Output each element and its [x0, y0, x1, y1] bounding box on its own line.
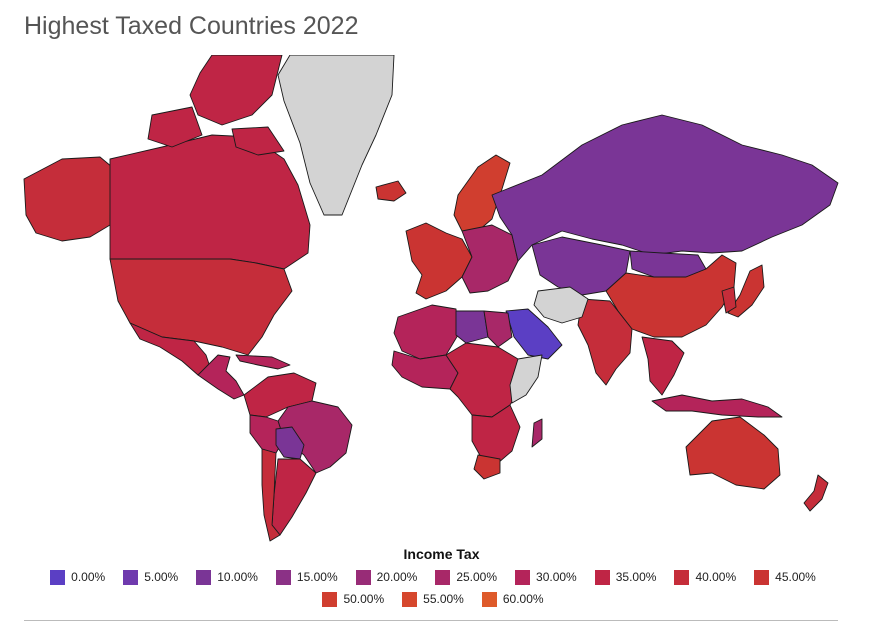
legend-swatch [481, 591, 497, 607]
region-korea[interactable] [721, 286, 737, 314]
legend-label: 0.00% [71, 570, 106, 584]
legend-item[interactable]: 50.00% [322, 591, 384, 607]
legend: 0.00% 5.00% 10.00% 15.00% 20.00% 25.00% 30.00%… [24, 569, 844, 607]
region-libya[interactable] [455, 310, 489, 344]
legend-swatch [674, 569, 690, 585]
region-iran[interactable] [533, 286, 589, 324]
region-south-africa[interactable] [473, 454, 501, 480]
legend-item[interactable]: 20.00% [355, 569, 418, 585]
region-horn-of-africa[interactable] [509, 354, 543, 404]
region-australia[interactable] [685, 416, 781, 490]
legend-item[interactable]: 0.00% [50, 569, 105, 585]
region-argentina[interactable] [271, 458, 317, 536]
region-russia[interactable] [491, 114, 839, 262]
region-usa[interactable] [109, 258, 293, 356]
legend-label: 35.00% [615, 570, 657, 584]
legend-item[interactable]: 40.00% [674, 569, 736, 585]
region-egypt[interactable] [483, 310, 513, 348]
legend-swatch [50, 569, 66, 585]
legend-label: 5.00% [144, 570, 179, 584]
region-indonesia[interactable] [651, 394, 783, 418]
region-japan[interactable] [727, 264, 765, 318]
region-madagascar[interactable] [531, 418, 543, 448]
legend-item[interactable]: 10.00% [196, 569, 258, 585]
region-southern-africa[interactable] [471, 404, 521, 464]
region-eastern-europe[interactable] [461, 224, 519, 294]
legend-swatch [196, 569, 212, 585]
legend-label: 60.00% [502, 592, 544, 606]
legend-label: 40.00% [695, 570, 737, 584]
legend-swatch [515, 569, 531, 585]
legend-swatch [435, 569, 451, 585]
world-map [23, 55, 839, 542]
legend-label: 55.00% [423, 592, 464, 606]
chart-title: Highest Taxed Countries 2022 [24, 12, 359, 40]
region-north-africa[interactable] [393, 304, 459, 360]
legend-item[interactable]: 25.00% [435, 569, 497, 585]
region-central-america[interactable] [197, 354, 245, 400]
legend-item[interactable]: 60.00% [481, 591, 544, 607]
legend-item[interactable]: 35.00% [594, 569, 657, 585]
region-new-zealand[interactable] [803, 474, 829, 512]
region-alaska[interactable] [23, 156, 113, 242]
legend-item[interactable]: 15.00% [275, 569, 338, 585]
legend-label: 50.00% [343, 592, 385, 606]
legend-swatch [355, 569, 371, 585]
region-canadian-arctic[interactable] [147, 55, 285, 156]
legend-item[interactable]: 5.00% [123, 569, 178, 585]
legend-label: 15.00% [296, 570, 338, 584]
region-western-europe[interactable] [405, 222, 473, 300]
legend-item[interactable]: 30.00% [515, 569, 577, 585]
legend-swatch [275, 569, 291, 585]
legend-label: 30.00% [536, 570, 577, 584]
region-iceland[interactable] [375, 180, 407, 202]
region-greenland[interactable] [277, 55, 395, 216]
legend-label: 45.00% [775, 570, 816, 584]
region-chile[interactable] [261, 448, 281, 542]
region-canada[interactable] [109, 134, 311, 270]
legend-swatch [754, 569, 770, 585]
legend-item[interactable]: 55.00% [402, 591, 464, 607]
divider-line [24, 620, 838, 621]
region-caribbean[interactable] [235, 354, 291, 370]
legend-swatch [123, 569, 139, 585]
region-southeast-asia[interactable] [641, 336, 685, 396]
legend-title: Income Tax [403, 546, 480, 562]
legend-label: 25.00% [456, 570, 498, 584]
legend-swatch [402, 591, 418, 607]
legend-swatch [594, 569, 610, 585]
region-india[interactable] [577, 298, 633, 386]
legend-label: 20.00% [376, 570, 418, 584]
region-arabian-peninsula[interactable] [505, 308, 563, 360]
legend-item[interactable]: 45.00% [754, 569, 816, 585]
legend-swatch [322, 591, 338, 607]
legend-label: 10.00% [217, 570, 258, 584]
